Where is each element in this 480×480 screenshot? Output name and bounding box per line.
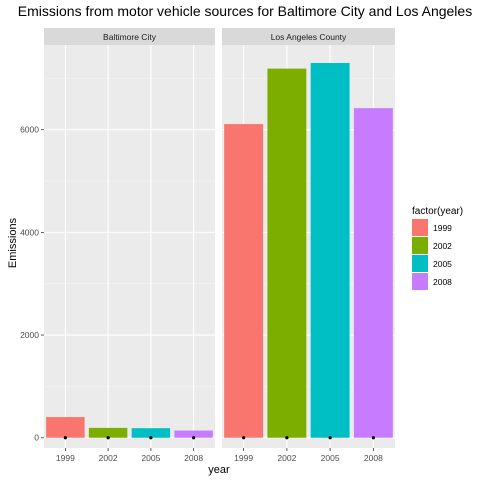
- x-tick-label: 2005: [321, 453, 340, 463]
- legend-label: 1999: [433, 223, 452, 233]
- legend-swatch: [412, 273, 428, 290]
- bar-baseline-marker: [242, 436, 246, 440]
- bar-baseline-marker: [371, 436, 375, 440]
- y-tick-label: 0: [34, 433, 39, 443]
- chart-title: Emissions from motor vehicle sources for…: [18, 3, 472, 19]
- bar-baseline-marker: [328, 436, 332, 440]
- x-tick-label: 1999: [234, 453, 253, 463]
- legend-label: 2008: [433, 277, 452, 287]
- bar-baseline-marker: [192, 436, 196, 440]
- bar: [353, 108, 393, 438]
- legend-label: 2005: [433, 259, 452, 269]
- bar-baseline-marker: [63, 436, 67, 440]
- facet-panel: Baltimore City 1999 2002 2005 2008: [44, 28, 215, 463]
- y-axis-title: Emissions: [7, 217, 19, 268]
- facet-strip: [222, 28, 395, 45]
- bar: [224, 124, 264, 438]
- y-tick-label: 2000: [20, 330, 39, 340]
- facet-strip: [44, 28, 215, 45]
- y-tick-label: 6000: [20, 125, 39, 135]
- legend-swatch: [412, 255, 428, 272]
- y-axis: 0 2000 4000 6000: [20, 125, 44, 443]
- bar: [310, 62, 350, 438]
- legend-label: 2002: [433, 241, 452, 251]
- x-tick-label: 1999: [56, 453, 75, 463]
- facet-panel: Los Angeles County 1999 2002 2005 2008: [222, 28, 395, 463]
- y-tick-label: 4000: [20, 227, 39, 237]
- x-tick-label: 2008: [364, 453, 383, 463]
- x-tick-label: 2002: [99, 453, 118, 463]
- bar-baseline-marker: [149, 436, 153, 440]
- legend-title: factor(year): [412, 206, 463, 217]
- bar: [88, 427, 128, 438]
- bar: [174, 430, 213, 438]
- legend: factor(year) 1999 2002 2005 2008: [412, 206, 463, 290]
- bar-baseline-marker: [106, 436, 110, 440]
- x-tick-label: 2005: [141, 453, 160, 463]
- x-tick-label: 2002: [277, 453, 296, 463]
- bar: [46, 417, 85, 438]
- bar: [131, 428, 171, 438]
- panel-background: [44, 45, 215, 448]
- x-tick-label: 2008: [184, 453, 203, 463]
- bar: [267, 68, 307, 438]
- facet-strip-label: Baltimore City: [103, 32, 157, 42]
- legend-swatch: [412, 237, 428, 254]
- facet-strip-label: Los Angeles County: [271, 32, 347, 42]
- legend-swatch: [412, 219, 428, 236]
- x-axis-title: year: [208, 464, 230, 476]
- bar-baseline-marker: [285, 436, 289, 440]
